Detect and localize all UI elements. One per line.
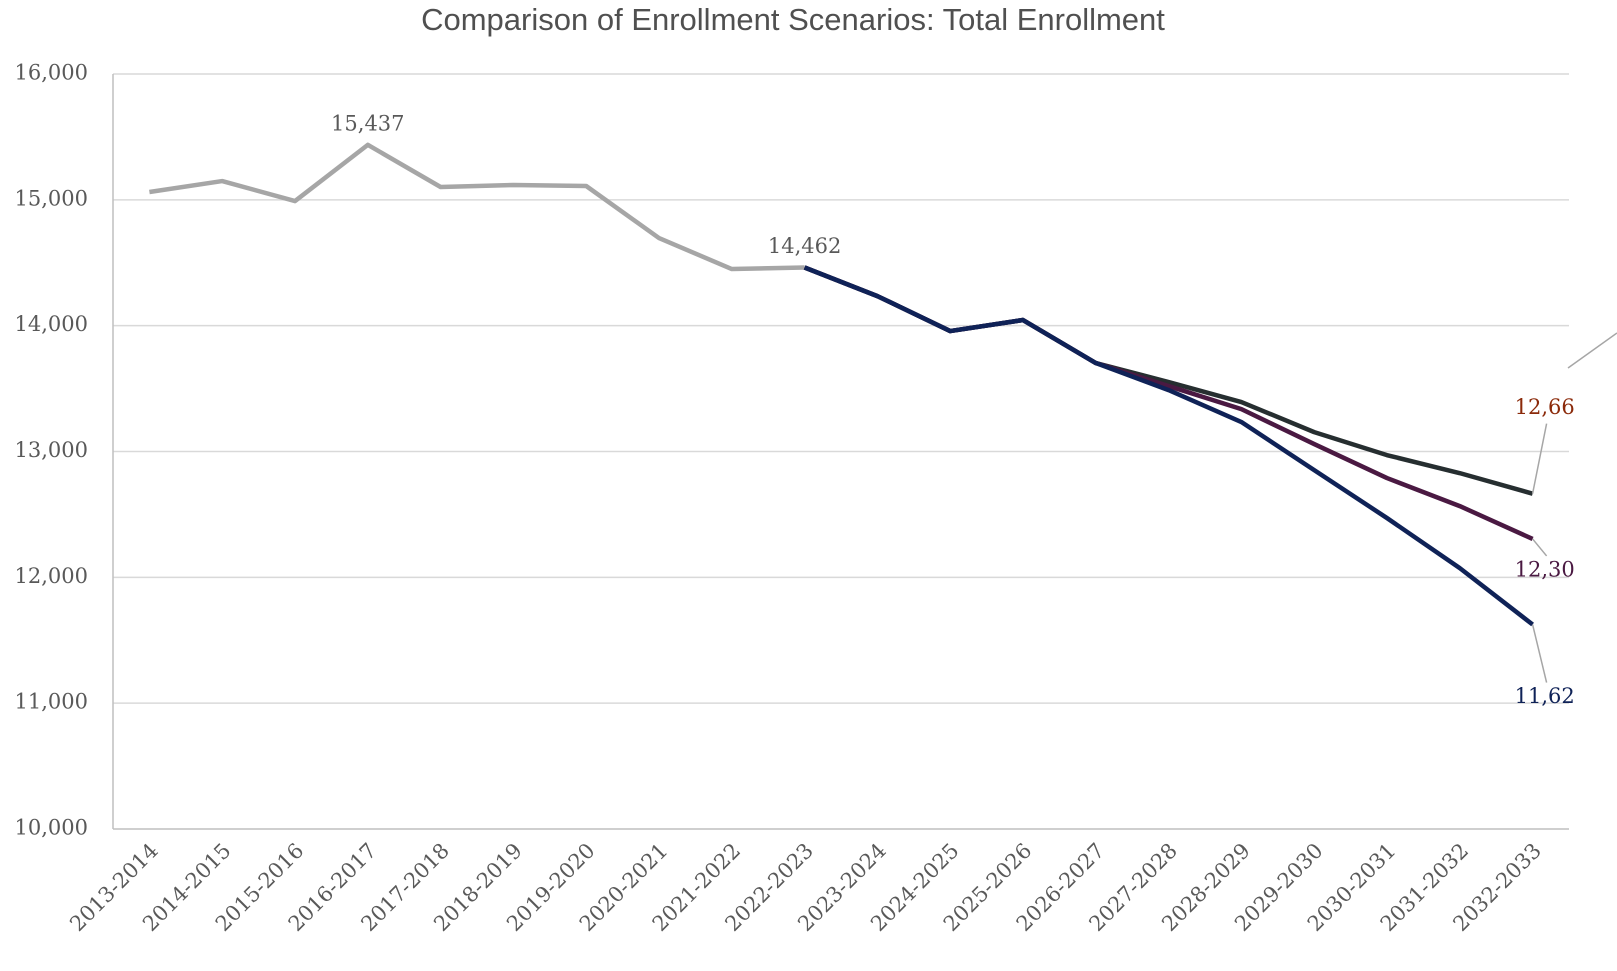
- series-line: [803, 265, 1534, 496]
- data-label: 11,62: [1515, 684, 1575, 708]
- leader-line: [1532, 538, 1548, 557]
- data-label: 14,462: [768, 234, 841, 258]
- y-tick-label: 10,000: [15, 816, 88, 840]
- series-line: [803, 265, 1534, 627]
- series-line: [149, 142, 805, 272]
- data-label: 12,66: [1515, 395, 1575, 419]
- y-tick-label: 15,000: [15, 186, 88, 210]
- leader-line: [1567, 332, 1617, 369]
- y-tick-label: 14,000: [15, 312, 88, 336]
- y-tick-label: 13,000: [15, 438, 88, 462]
- y-tick-label: 12,000: [15, 564, 88, 588]
- y-tick-label: 16,000: [15, 61, 88, 85]
- y-tick-label: 11,000: [15, 690, 88, 714]
- data-label: 12,30: [1515, 557, 1575, 581]
- series-line: [803, 265, 1534, 542]
- leader-line: [1531, 624, 1548, 683]
- data-label: 15,437: [331, 111, 404, 135]
- leader-line: [1531, 423, 1548, 494]
- chart-title: Comparison of Enrollment Scenarios: Tota…: [421, 2, 1165, 37]
